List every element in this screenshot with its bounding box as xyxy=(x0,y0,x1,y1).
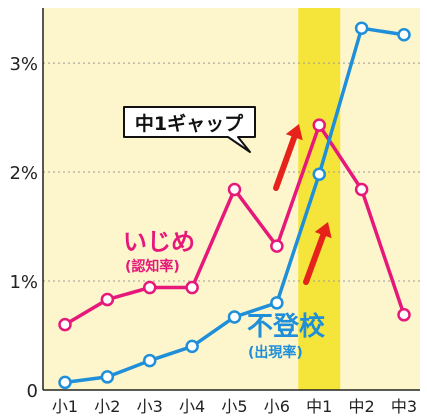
callout-label: 中1ギャップ xyxy=(135,112,244,135)
data-point xyxy=(143,280,157,295)
arrow-shaft xyxy=(273,134,298,191)
data-point xyxy=(397,308,411,322)
data-point xyxy=(270,239,284,253)
data-point xyxy=(100,370,115,384)
x-tick-label: 中1 xyxy=(306,397,332,416)
y-tick-label: 2% xyxy=(9,163,38,184)
x-tick-label: 小6 xyxy=(264,397,290,416)
callout-box xyxy=(123,106,256,153)
data-point xyxy=(143,353,157,368)
data-point xyxy=(58,317,72,332)
data-point xyxy=(100,292,115,307)
red-arrow-lower xyxy=(303,222,332,285)
x-tick-label: 小3 xyxy=(137,397,163,416)
data-point xyxy=(227,182,242,197)
series-label-ijime: いじめ xyxy=(123,228,195,256)
data-point xyxy=(58,375,72,390)
x-tick-label: 小1 xyxy=(52,397,78,416)
data-point xyxy=(397,27,411,42)
y-tick-label: 3% xyxy=(9,54,38,75)
arrow-shaft xyxy=(303,232,327,285)
data-point xyxy=(185,280,199,295)
series-note-ijime: (認知率) xyxy=(125,258,180,275)
data-point xyxy=(354,182,369,197)
data-point xyxy=(312,167,326,181)
x-tick-label: 小2 xyxy=(94,397,120,416)
series-note-futoko: (出現率) xyxy=(248,344,303,361)
y-tick-label: 0 xyxy=(27,381,38,402)
arrow-head xyxy=(285,124,303,141)
x-tick-label: 中2 xyxy=(349,397,375,416)
data-point xyxy=(185,339,199,354)
x-tick-label: 小5 xyxy=(221,397,247,416)
data-point xyxy=(227,310,242,324)
arrow-head xyxy=(314,222,332,239)
x-tick-label: 中3 xyxy=(391,397,417,416)
y-tick-label: 1% xyxy=(9,272,38,293)
data-point xyxy=(354,21,369,35)
highlight-band xyxy=(298,8,341,390)
callout: 中1ギャップ xyxy=(123,106,256,153)
red-arrow-upper xyxy=(273,124,303,191)
data-point xyxy=(270,296,284,310)
data-point xyxy=(312,118,326,132)
series-label-futoko: 不登校 xyxy=(247,311,326,342)
x-tick-label: 小4 xyxy=(179,397,205,416)
